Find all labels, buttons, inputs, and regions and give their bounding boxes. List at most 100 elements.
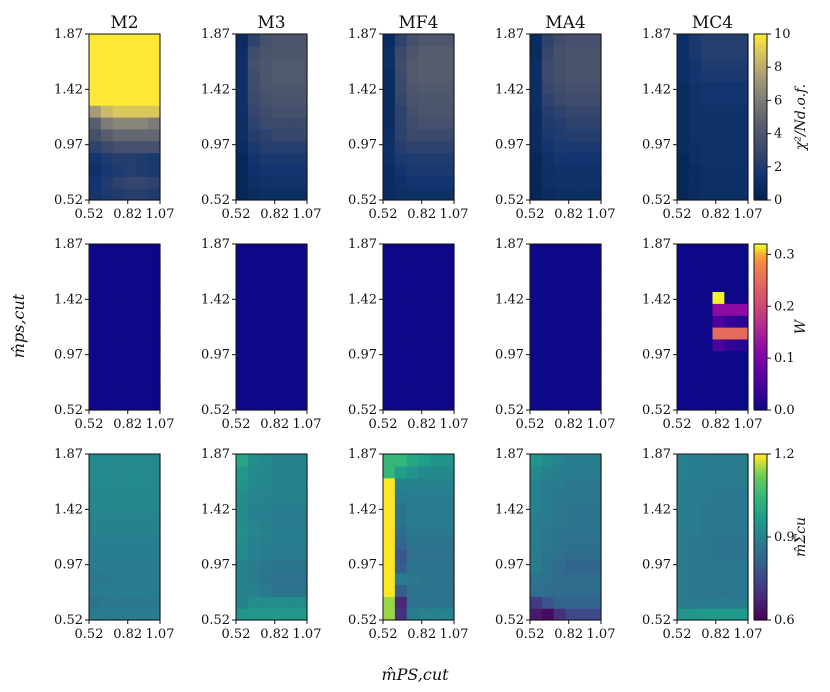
panel-mcu-ma4: 0.520.971.421.870.52 0.82 1.07 xyxy=(495,447,615,642)
heat-cell xyxy=(148,548,161,562)
x-tick-label: 0.82 xyxy=(554,417,583,432)
heat-cell xyxy=(677,525,690,538)
colorbar-step xyxy=(754,370,767,374)
colorbar-step xyxy=(754,497,767,501)
heat-cell xyxy=(271,362,284,376)
heat-cell xyxy=(406,188,420,201)
heat-cell xyxy=(136,596,149,609)
heat-cell xyxy=(700,164,714,177)
heat-cell xyxy=(541,164,555,177)
heat-cell xyxy=(124,327,137,340)
heat-cell xyxy=(406,267,420,281)
x-tick-label: 0.82 xyxy=(407,417,436,432)
heat-cell xyxy=(124,176,137,189)
colorbar-step xyxy=(754,83,767,87)
heat-cell xyxy=(124,93,137,106)
heat-cell xyxy=(418,69,431,83)
heat-cell xyxy=(259,117,273,130)
colorbar-step xyxy=(754,345,767,349)
heat-cell xyxy=(565,513,578,526)
panel-frame xyxy=(235,33,308,201)
heat-cell xyxy=(406,548,420,562)
heat-cell xyxy=(688,81,702,94)
heat-cell xyxy=(394,560,408,574)
heat-cell xyxy=(89,374,102,387)
heat-cell xyxy=(577,362,590,376)
colorbar-tick-label: 0.1 xyxy=(774,351,795,366)
y-tick-label: 0.52 xyxy=(54,403,83,418)
heat-cell xyxy=(541,477,555,491)
colorbar-step xyxy=(754,291,767,295)
panel-frame xyxy=(676,243,749,411)
colorbar-step xyxy=(754,593,767,596)
heat-cell xyxy=(148,386,161,399)
heat-cell xyxy=(100,303,114,316)
heat-cell xyxy=(236,477,249,491)
heat-cell xyxy=(295,454,308,467)
heat-cell xyxy=(565,584,578,597)
heat-cell xyxy=(259,465,273,479)
heat-cell xyxy=(700,303,714,316)
heat-cell xyxy=(295,477,308,491)
colorbar-step xyxy=(754,102,767,106)
heat-cell xyxy=(565,291,578,304)
colorbar-step xyxy=(754,197,767,201)
colorbar-step xyxy=(754,329,767,332)
heat-cell xyxy=(736,81,749,94)
heat-cell xyxy=(724,477,737,491)
panel-frame xyxy=(382,33,455,201)
heat-cell xyxy=(541,291,555,304)
heat-cell xyxy=(724,398,737,411)
heat-cell xyxy=(553,350,567,364)
heat-cell xyxy=(259,489,273,503)
heat-cell xyxy=(136,525,149,538)
heat-cell xyxy=(736,608,749,621)
heat-cell xyxy=(259,513,273,526)
heat-cell xyxy=(442,548,455,562)
y-tick-label: 1.87 xyxy=(495,237,524,252)
heat-cell xyxy=(418,255,431,269)
heat-cell xyxy=(541,454,555,467)
heat-cell xyxy=(530,57,543,71)
heat-cell xyxy=(565,489,578,503)
heat-cell xyxy=(736,525,749,538)
colorbar-step xyxy=(754,530,767,534)
colorbar-step xyxy=(754,480,767,484)
heat-cell xyxy=(565,501,578,514)
colorbar-step xyxy=(754,244,767,247)
heat-cell xyxy=(418,291,431,304)
heat-cell xyxy=(553,188,567,201)
x-tick-label: 1.07 xyxy=(587,207,616,222)
heat-cell xyxy=(688,57,702,71)
heat-cell xyxy=(736,374,749,387)
heat-cell xyxy=(124,525,137,538)
heat-cell xyxy=(112,398,126,411)
heat-cell xyxy=(295,548,308,562)
heat-cell xyxy=(148,537,161,550)
y-tick-label: 0.52 xyxy=(348,193,377,208)
heat-cell xyxy=(271,291,284,304)
heat-cell xyxy=(259,34,273,47)
heat-cell xyxy=(394,338,408,352)
colorbar-step xyxy=(754,275,767,278)
colorbar-step xyxy=(754,36,767,39)
heat-cell xyxy=(283,386,296,399)
heat-cell xyxy=(100,81,114,94)
heat-cell xyxy=(541,244,555,257)
heat-cell xyxy=(430,57,443,71)
y-tick-label: 1.42 xyxy=(495,502,524,517)
heat-cell xyxy=(247,315,261,328)
heat-cell xyxy=(295,338,308,352)
heat-cell xyxy=(100,513,114,526)
heat-cell xyxy=(383,584,396,597)
colorbar-step xyxy=(754,460,767,463)
heat-cell xyxy=(589,338,602,352)
colorbar-step xyxy=(754,559,767,563)
heat-cell xyxy=(295,572,308,586)
heat-cell xyxy=(295,501,308,514)
colorbar-step xyxy=(754,127,767,131)
x-tick-label: 0.52 xyxy=(222,627,251,642)
heat-cell xyxy=(418,279,431,293)
heat-cell xyxy=(148,489,161,503)
colorbar-step xyxy=(754,476,767,480)
